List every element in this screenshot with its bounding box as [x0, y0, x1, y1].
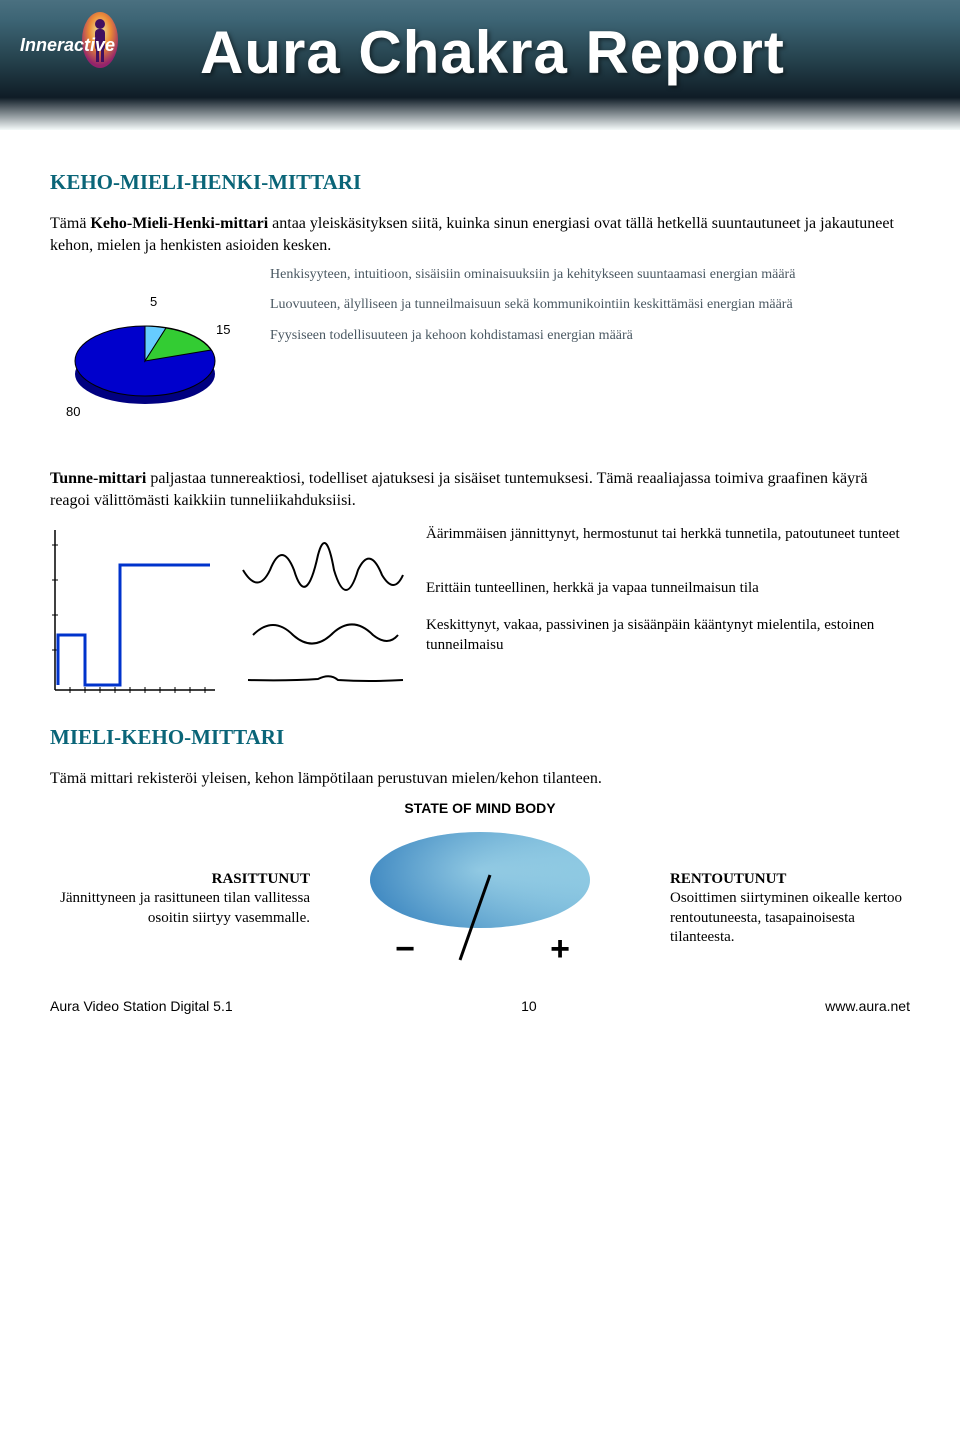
pie-label-5: 5: [150, 294, 157, 309]
pie-block: 5 15 80 Henkisyyteen, intuitioon, sisäis…: [50, 266, 910, 446]
stressed-label: RASITTUNUT: [50, 870, 310, 890]
wave-desc-1: Erittäin tunteellinen, herkkä ja vapaa t…: [426, 579, 910, 599]
wave-desc-0: Äärimmäisen jännittynyt, hermostunut tai…: [426, 525, 910, 545]
pie-label-80: 80: [66, 404, 80, 419]
pie-legend-1: Luovuuteen, älylliseen ja tunneilmaisuun…: [270, 296, 910, 314]
footer-right: www.aura.net: [825, 998, 910, 1014]
footer-left: Aura Video Station Digital 5.1: [50, 998, 233, 1014]
tunne-lead: Tunne-mittari: [50, 470, 146, 487]
wave-descriptions: Äärimmäisen jännittynyt, hermostunut tai…: [426, 525, 910, 655]
state-body-caption: STATE OF MIND BODY: [50, 800, 910, 816]
state-body-gauge: − +: [350, 820, 610, 970]
pie-legend: Henkisyyteen, intuitioon, sisäisiin omin…: [270, 266, 910, 357]
section2-heading: MIELI-KEHO-MITTARI: [50, 725, 910, 750]
tunne-text: paljastaa tunnereaktiosi, todelliset aja…: [50, 470, 868, 509]
step-graph: [50, 525, 220, 695]
tunne-intro: Tunne-mittari paljastaa tunnereaktiosi, …: [50, 468, 910, 511]
relaxed-col: RENTOUTUNUT Osoittimen siirtyminen oikea…: [670, 870, 910, 948]
wave-samples: [238, 525, 408, 695]
wave-block: Äärimmäisen jännittynyt, hermostunut tai…: [50, 525, 910, 695]
section2-intro: Tämä mittari rekisteröi yleisen, kehon l…: [50, 768, 910, 790]
pie-legend-2: Fyysiseen todellisuuteen ja kehoon kohdi…: [270, 327, 910, 345]
pie-legend-0: Henkisyyteen, intuitioon, sisäisiin omin…: [270, 266, 910, 284]
relaxed-text: Osoittimen siirtyminen oikealle kertoo r…: [670, 889, 910, 948]
section1-intro: Tämä Keho-Mieli-Henki-mittari antaa ylei…: [50, 213, 910, 256]
svg-text:+: +: [550, 930, 570, 968]
page-footer: Aura Video Station Digital 5.1 10 www.au…: [0, 968, 960, 1044]
stressed-col: RASITTUNUT Jännittyneen ja rasittuneen t…: [50, 870, 310, 929]
pie-label-15: 15: [216, 322, 230, 337]
relaxed-label: RENTOUTUNUT: [670, 870, 910, 890]
section1-heading: KEHO-MIELI-HENKI-MITTARI: [50, 170, 910, 195]
svg-text:−: −: [395, 930, 415, 968]
pie-chart: 5 15 80: [50, 266, 250, 446]
header-banner: Inneractive Aura Chakra Report: [0, 0, 960, 130]
stressed-text: Jännittyneen ja rasittuneen tilan vallit…: [50, 889, 310, 928]
intro-prefix: Tämä: [50, 215, 90, 232]
wave-desc-2: Keskittynyt, vakaa, passivinen ja sisään…: [426, 616, 910, 655]
brand-logo-text: Inneractive: [20, 35, 115, 56]
page-content: KEHO-MIELI-HENKI-MITTARI Tämä Keho-Mieli…: [0, 130, 960, 968]
footer-page-number: 10: [521, 998, 537, 1014]
intro-bold: Keho-Mieli-Henki-mittari: [90, 215, 268, 232]
banner-title: Aura Chakra Report: [200, 18, 785, 87]
